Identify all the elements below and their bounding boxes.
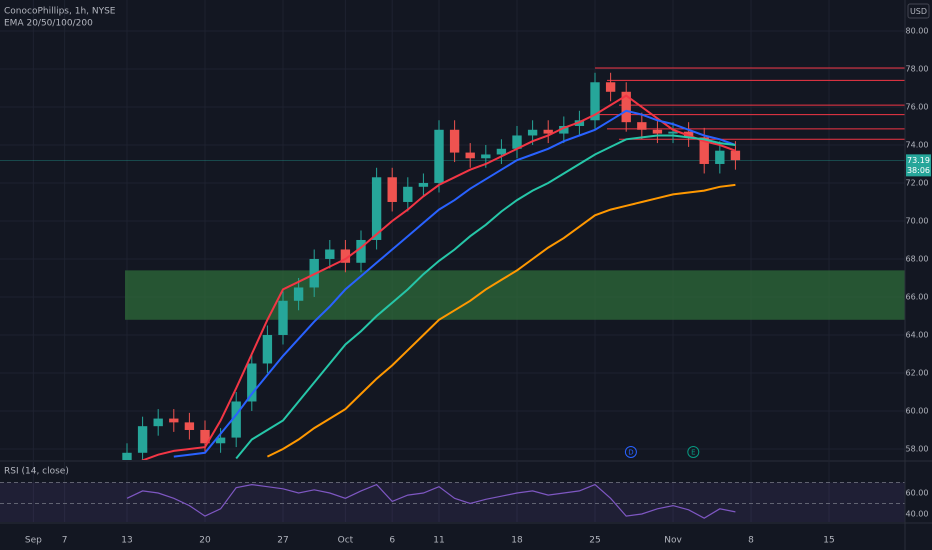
- event-marker: [687, 446, 700, 458]
- y-tick-label: 60.00: [906, 488, 929, 497]
- rsi-title: RSI (14, close): [4, 467, 69, 477]
- candle-body: [340, 249, 351, 263]
- x-tick-label: 7: [62, 536, 68, 546]
- ema-line: [266, 183, 736, 458]
- candle-body: [496, 148, 507, 155]
- candle-body: [200, 429, 210, 444]
- y-tick-label: 80.00: [906, 26, 929, 35]
- chart-title: ConocoPhillips, 1h, NYSE: [4, 7, 116, 17]
- candle-body: [356, 239, 366, 263]
- event-label: E: [691, 449, 695, 457]
- candle-body: [403, 186, 413, 202]
- candle-body: [153, 418, 163, 427]
- rsi-line: [126, 483, 736, 519]
- candle-body: [481, 154, 491, 159]
- x-tick-label: Sep: [25, 536, 42, 546]
- candle-body: [652, 129, 663, 134]
- x-tick-label: 6: [389, 536, 395, 546]
- candle-body: [215, 437, 226, 444]
- countdown: 38:06: [907, 166, 930, 175]
- x-tick-label: 11: [433, 536, 444, 546]
- y-tick-label: 64.00: [906, 330, 929, 339]
- y-tick-label: 40.00: [906, 510, 929, 519]
- y-tick-label: 74.00: [906, 140, 929, 149]
- candle-body: [527, 129, 538, 136]
- candle-body: [559, 125, 569, 134]
- rsi-band: [0, 482, 905, 522]
- currency[interactable]: USD: [910, 7, 927, 16]
- x-tick-label: Nov: [664, 536, 682, 546]
- candle-body: [668, 131, 678, 134]
- price-tag: [906, 154, 931, 177]
- candle-body: [465, 152, 475, 159]
- x-tick-label: 27: [277, 536, 288, 546]
- candle-body: [715, 150, 725, 164]
- y-tick-label: 78.00: [906, 64, 929, 73]
- candle-body: [387, 177, 397, 202]
- y-tick-label: 58.00: [906, 444, 929, 453]
- y-tick-label: 60.00: [906, 406, 929, 415]
- price-tag-label: 73.19: [907, 156, 930, 165]
- candle-body: [543, 129, 553, 134]
- x-tick-label: 8: [748, 536, 754, 546]
- candle-body: [278, 300, 288, 335]
- ema-line: [141, 94, 736, 460]
- y-tick-label: 70.00: [906, 216, 929, 225]
- price-pane: [0, 0, 905, 460]
- candle-body: [449, 129, 460, 153]
- x-tick-label: 15: [823, 536, 834, 546]
- x-tick-label: Oct: [338, 536, 354, 546]
- event-label: D: [628, 449, 633, 457]
- x-tick-label: 25: [589, 536, 600, 546]
- ema-line: [173, 109, 736, 458]
- candle-body: [637, 122, 647, 130]
- candle-body: [137, 426, 148, 453]
- candle-body: [371, 177, 382, 240]
- indicator-label: EMA 20/50/100/200: [4, 19, 93, 29]
- candle-body: [247, 363, 257, 402]
- candle-body: [169, 418, 179, 423]
- y-tick-label: 72.00: [906, 178, 929, 187]
- x-tick-label: 13: [121, 536, 132, 546]
- candle-body: [590, 82, 600, 121]
- candle-body: [122, 452, 132, 460]
- candle-body: [730, 150, 741, 161]
- y-tick-label: 68.00: [906, 254, 929, 263]
- candle-body: [605, 82, 616, 92]
- candle-body: [293, 287, 304, 301]
- axes: Sep 7 13 20 27 Oct 6 11 18 25 Nov 8 15 58.00 60.00 62.0…: [25, 26, 931, 546]
- candle-body: [184, 422, 195, 430]
- candle-body: [512, 135, 522, 149]
- x-tick-label: 20: [199, 536, 211, 546]
- y-tick-label: 62.00: [906, 368, 929, 377]
- candle-body: [262, 334, 273, 364]
- y-tick-label: 66.00: [906, 292, 929, 301]
- candle-body: [325, 249, 335, 259]
- candle-body: [418, 182, 429, 187]
- candle-body: [699, 137, 709, 164]
- currency-box[interactable]: [907, 3, 930, 19]
- x-tick-label: 18: [511, 536, 523, 546]
- candle-body: [231, 401, 241, 438]
- y-tick-label: 76.00: [906, 102, 929, 111]
- demand-zone: [124, 270, 905, 320]
- candle-body: [434, 129, 444, 183]
- ema-line: [235, 134, 736, 460]
- candle-body: [621, 91, 631, 123]
- rsi-pane: [0, 462, 905, 522]
- event-marker: [624, 446, 637, 458]
